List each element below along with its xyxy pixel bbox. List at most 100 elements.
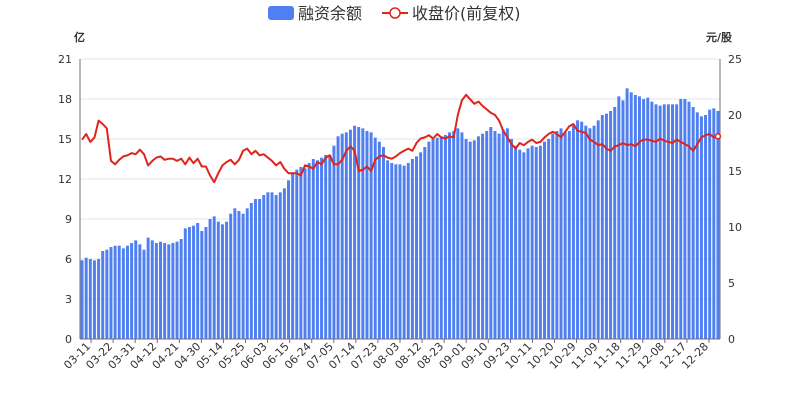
x-axis-ticks: 03-1103-2203-3104-1204-2104-3005-1405-25… [61, 339, 711, 372]
bar [406, 163, 410, 339]
bar [600, 115, 604, 339]
bar [386, 160, 390, 339]
bar [402, 165, 406, 339]
bar [687, 101, 691, 340]
legend-line-label: 收盘价(前复权) [412, 4, 521, 23]
bar [113, 245, 117, 339]
right-tick-label: 0 [728, 333, 735, 346]
bar [675, 104, 679, 339]
bar [423, 147, 427, 339]
right-tick-label: 25 [728, 53, 742, 66]
bar [683, 99, 687, 339]
bar [588, 128, 592, 339]
bar [456, 128, 460, 339]
bar [452, 131, 456, 339]
bar [159, 241, 163, 339]
bar [303, 168, 307, 339]
bar [377, 141, 381, 339]
bar [80, 260, 84, 339]
bar [204, 227, 208, 339]
bar [489, 127, 493, 339]
bar [559, 128, 563, 339]
bar [415, 156, 419, 339]
bar [208, 219, 212, 339]
bar [658, 105, 662, 340]
bar [101, 251, 105, 339]
bar [369, 132, 373, 339]
bar [592, 125, 596, 340]
line-series [81, 93, 722, 184]
bar [336, 136, 340, 339]
left-axis-unit: 亿 [74, 30, 85, 44]
bar [315, 160, 319, 339]
bar [472, 140, 476, 339]
bar [381, 147, 385, 339]
bar [518, 149, 522, 339]
bar [216, 221, 220, 339]
right-axis-unit: 元/股 [706, 31, 733, 44]
right-tick-label: 20 [728, 109, 742, 122]
bar [571, 125, 575, 340]
bar [567, 131, 571, 339]
legend-item-bar[interactable]: 融资余额 [268, 4, 362, 23]
bar [150, 240, 154, 339]
left-tick-label: 18 [58, 93, 72, 106]
price-last-point [714, 133, 722, 140]
bar [476, 136, 480, 339]
bar [431, 139, 435, 339]
bar [241, 213, 245, 339]
bar [699, 116, 703, 339]
bar [373, 137, 377, 339]
bar [419, 152, 423, 339]
bar [637, 96, 641, 339]
bar [365, 131, 369, 339]
bar [448, 132, 452, 339]
bar [320, 157, 324, 339]
bar [666, 104, 670, 339]
bar [187, 227, 191, 339]
bar [691, 107, 695, 339]
bar [295, 169, 299, 339]
bar [485, 131, 489, 339]
bar [650, 101, 654, 340]
bar [481, 133, 485, 339]
bar [134, 240, 138, 339]
bar [526, 148, 530, 339]
bar [307, 163, 311, 339]
right-tick-label: 15 [728, 165, 742, 178]
left-tick-label: 15 [58, 133, 72, 146]
bar [584, 125, 588, 340]
bar [163, 243, 167, 339]
legend[interactable]: 融资余额 收盘价(前复权) [268, 4, 521, 23]
bar [299, 167, 303, 339]
bar [547, 139, 551, 339]
bar [497, 133, 501, 339]
legend-item-line[interactable]: 收盘价(前复权) [382, 4, 521, 23]
bar [642, 99, 646, 339]
bar [522, 152, 526, 339]
bar [398, 164, 402, 339]
bar [534, 147, 538, 339]
legend-bar-label: 融资余额 [298, 4, 362, 23]
bar [130, 243, 134, 339]
bar [633, 95, 637, 339]
right-axis-ticks: 0 5 10 15 20 25 [728, 53, 742, 346]
bar [105, 249, 109, 339]
bar [253, 199, 257, 339]
bar [679, 99, 683, 339]
bar [237, 211, 241, 339]
left-tick-label: 21 [58, 53, 72, 66]
left-tick-label: 3 [65, 293, 72, 306]
bar [92, 260, 96, 339]
bar [270, 192, 274, 339]
bar [443, 135, 447, 339]
bar [394, 164, 398, 339]
bar [200, 231, 204, 339]
bar [435, 137, 439, 339]
bar [439, 136, 443, 339]
bar [212, 216, 216, 339]
bar [340, 133, 344, 339]
bar [348, 129, 352, 339]
bar [262, 195, 266, 339]
bar [427, 141, 431, 339]
